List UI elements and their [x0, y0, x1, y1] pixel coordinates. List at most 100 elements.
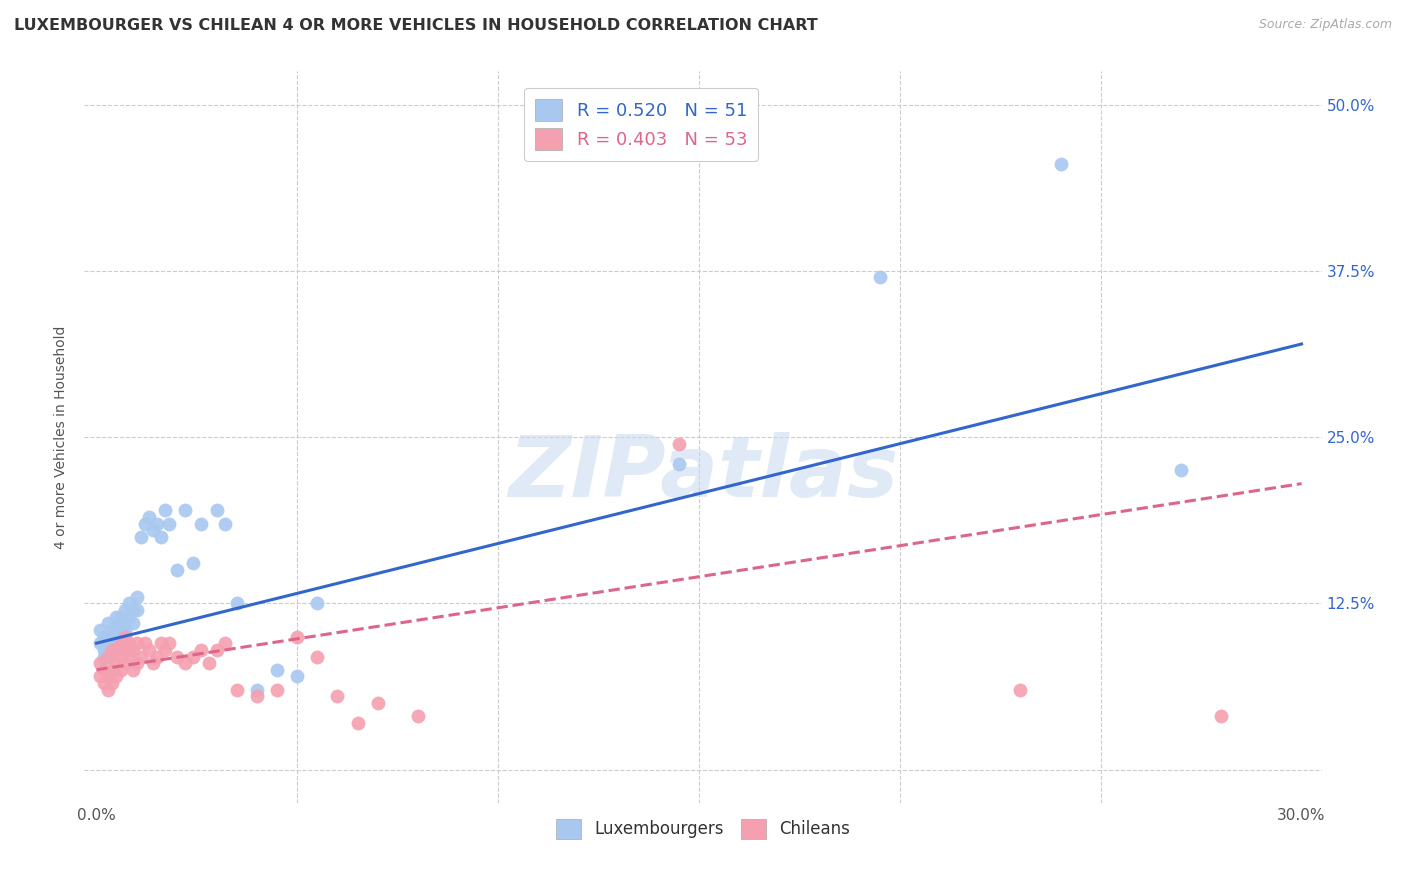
Point	[101, 663, 124, 677]
Point	[117, 596, 139, 610]
Point	[101, 643, 124, 657]
Point	[181, 649, 204, 664]
Point	[166, 649, 188, 664]
Point	[145, 649, 167, 664]
Point	[105, 623, 128, 637]
Point	[97, 630, 120, 644]
Point	[142, 523, 165, 537]
Point	[138, 509, 160, 524]
Text: LUXEMBOURGER VS CHILEAN 4 OR MORE VEHICLES IN HOUSEHOLD CORRELATION CHART: LUXEMBOURGER VS CHILEAN 4 OR MORE VEHICL…	[14, 18, 818, 33]
Point	[105, 643, 128, 657]
Point	[97, 682, 120, 697]
Point	[125, 590, 148, 604]
Point	[121, 663, 143, 677]
Point	[110, 663, 132, 677]
Point	[117, 636, 139, 650]
Point	[114, 643, 136, 657]
Point	[121, 603, 143, 617]
Point	[266, 663, 288, 677]
Point	[114, 616, 136, 631]
Point	[121, 616, 143, 631]
Point	[105, 630, 128, 644]
Text: ZIPatlas: ZIPatlas	[508, 432, 898, 516]
Point	[142, 656, 165, 670]
Point	[367, 696, 389, 710]
Point	[125, 656, 148, 670]
Point	[125, 636, 148, 650]
Point	[226, 682, 249, 697]
Point	[114, 656, 136, 670]
Y-axis label: 4 or more Vehicles in Household: 4 or more Vehicles in Household	[55, 326, 69, 549]
Point	[89, 636, 111, 650]
Point	[97, 616, 120, 631]
Point	[114, 603, 136, 617]
Point	[138, 643, 160, 657]
Point	[117, 649, 139, 664]
Point	[101, 623, 124, 637]
Point	[307, 596, 329, 610]
Point	[134, 636, 156, 650]
Point	[110, 623, 132, 637]
Point	[114, 623, 136, 637]
Point	[205, 503, 228, 517]
Point	[105, 669, 128, 683]
Point	[105, 609, 128, 624]
Point	[97, 636, 120, 650]
Point	[214, 636, 236, 650]
Point	[105, 656, 128, 670]
Point	[1010, 682, 1032, 697]
Point	[129, 649, 152, 664]
Point	[93, 649, 115, 664]
Point	[157, 516, 180, 531]
Point	[129, 530, 152, 544]
Point	[105, 616, 128, 631]
Point	[89, 669, 111, 683]
Point	[114, 630, 136, 644]
Point	[153, 503, 176, 517]
Point	[121, 643, 143, 657]
Point	[190, 643, 212, 657]
Point	[125, 603, 148, 617]
Point	[110, 609, 132, 624]
Text: Source: ZipAtlas.com: Source: ZipAtlas.com	[1258, 18, 1392, 31]
Point	[1211, 709, 1233, 723]
Point	[134, 516, 156, 531]
Point	[149, 530, 172, 544]
Point	[145, 516, 167, 531]
Point	[101, 676, 124, 690]
Point	[869, 270, 891, 285]
Point	[668, 457, 690, 471]
Point	[246, 690, 269, 704]
Point	[307, 649, 329, 664]
Point	[214, 516, 236, 531]
Point	[97, 669, 120, 683]
Legend: Luxembourgers, Chileans: Luxembourgers, Chileans	[550, 812, 856, 846]
Point	[166, 563, 188, 577]
Point	[93, 643, 115, 657]
Point	[117, 609, 139, 624]
Point	[285, 630, 308, 644]
Point	[101, 643, 124, 657]
Point	[266, 682, 288, 697]
Point	[173, 503, 195, 517]
Point	[406, 709, 429, 723]
Point	[226, 596, 249, 610]
Point	[153, 643, 176, 657]
Point	[97, 649, 120, 664]
Point	[326, 690, 349, 704]
Point	[173, 656, 195, 670]
Point	[285, 669, 308, 683]
Point	[181, 557, 204, 571]
Point	[117, 643, 139, 657]
Point	[149, 636, 172, 650]
Point	[190, 516, 212, 531]
Point	[101, 636, 124, 650]
Point	[93, 630, 115, 644]
Point	[89, 656, 111, 670]
Point	[1049, 157, 1071, 171]
Point	[157, 636, 180, 650]
Point	[346, 716, 368, 731]
Point	[110, 636, 132, 650]
Point	[89, 623, 111, 637]
Point	[205, 643, 228, 657]
